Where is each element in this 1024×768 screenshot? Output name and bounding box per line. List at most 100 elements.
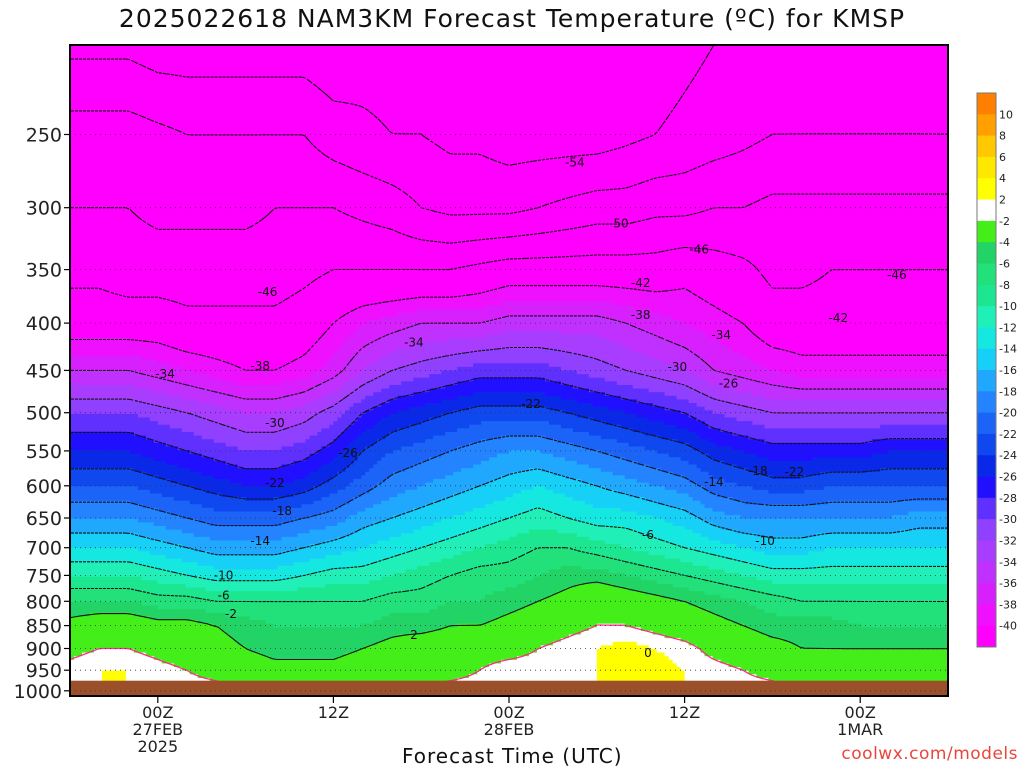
temp-cell (676, 113, 682, 118)
temp-cell (245, 63, 251, 68)
temp-cell (680, 45, 686, 50)
temp-cell (664, 117, 670, 122)
temp-cell (185, 120, 191, 126)
temp-cell (157, 59, 163, 64)
temp-cell (664, 92, 670, 97)
temp-cell (93, 88, 99, 93)
temp-cell (201, 59, 207, 64)
temp-cell (900, 59, 905, 64)
temp-cell (477, 124, 482, 129)
temp-cell (924, 120, 929, 126)
temp-cell (257, 73, 263, 79)
temp-cell (944, 88, 948, 93)
temp-cell (213, 95, 219, 100)
temp-cell (644, 92, 650, 97)
temp-cell (373, 102, 378, 108)
temp-cell (185, 84, 191, 89)
temp-cell (285, 88, 291, 93)
temp-cell (85, 63, 91, 68)
temp-cell (852, 84, 857, 89)
temp-cell (676, 70, 682, 75)
temp-cell (85, 102, 91, 108)
temp-cell (708, 52, 714, 57)
temp-cell (884, 95, 889, 100)
temp-cell (493, 81, 498, 86)
temp-cell (77, 52, 83, 57)
temp-cell (760, 88, 766, 93)
temp-cell (680, 48, 686, 53)
temp-cell (860, 48, 865, 53)
temp-cell (660, 88, 666, 93)
temp-cell (888, 95, 893, 100)
temp-cell (153, 88, 159, 93)
temp-cell (516, 120, 522, 126)
temp-cell (756, 113, 762, 118)
temp-cell (700, 117, 706, 122)
temp-cell (880, 113, 885, 118)
temp-cell (748, 95, 754, 100)
temp-cell (656, 99, 662, 104)
temp-cell (205, 120, 211, 126)
temp-cell (636, 59, 642, 64)
temp-cell (85, 45, 91, 50)
temp-cell (197, 110, 203, 115)
temp-cell (768, 66, 773, 71)
temp-cell (840, 92, 845, 97)
temp-cell (712, 88, 718, 93)
temp-cell (81, 59, 87, 64)
temp-cell (413, 73, 418, 79)
temp-cell (748, 52, 754, 57)
temp-cell (361, 84, 366, 89)
temp-cell (129, 117, 135, 122)
temp-cell (620, 45, 626, 50)
temp-cell (540, 48, 546, 53)
temp-cell (936, 70, 941, 75)
temp-cell (313, 45, 319, 50)
temp-cell (441, 48, 446, 53)
temp-cell (237, 55, 243, 61)
temp-cell (245, 120, 251, 126)
temp-cell (337, 92, 342, 97)
temp-cell (888, 48, 893, 53)
temp-cell (273, 59, 279, 64)
temp-cell (165, 113, 171, 118)
temp-cell (357, 45, 362, 50)
temp-cell (516, 110, 522, 115)
temp-cell (165, 102, 171, 108)
temp-cell (688, 52, 694, 57)
temp-cell (560, 124, 566, 129)
temp-cell (397, 73, 402, 79)
temp-cell (944, 84, 948, 89)
temp-cell (536, 106, 542, 111)
temp-cell (880, 110, 885, 115)
temp-cell (584, 92, 590, 97)
temp-cell (409, 124, 414, 129)
temp-cell (337, 55, 342, 61)
temp-cell (213, 81, 219, 86)
temp-cell (389, 95, 394, 100)
temp-cell (109, 66, 115, 71)
temp-cell (864, 48, 869, 53)
temp-cell (293, 110, 299, 115)
temp-cell (812, 70, 817, 75)
temp-cell (588, 92, 594, 97)
temp-cell (692, 110, 698, 115)
temp-cell (616, 70, 622, 75)
temp-cell (848, 77, 853, 82)
temp-cell (572, 92, 578, 97)
temp-cell (672, 81, 678, 86)
temp-cell (205, 84, 211, 89)
temp-cell (548, 95, 554, 100)
temp-cell (373, 70, 378, 75)
temp-cell (205, 45, 211, 50)
temp-cell (201, 117, 207, 122)
temp-cell (297, 55, 303, 61)
temp-cell (133, 59, 139, 64)
temp-cell (744, 63, 750, 68)
temp-cell (724, 84, 730, 89)
temp-cell (249, 66, 255, 71)
temp-cell (828, 84, 833, 89)
temp-cell (868, 99, 873, 104)
temp-cell (277, 120, 283, 126)
temp-cell (445, 48, 450, 53)
